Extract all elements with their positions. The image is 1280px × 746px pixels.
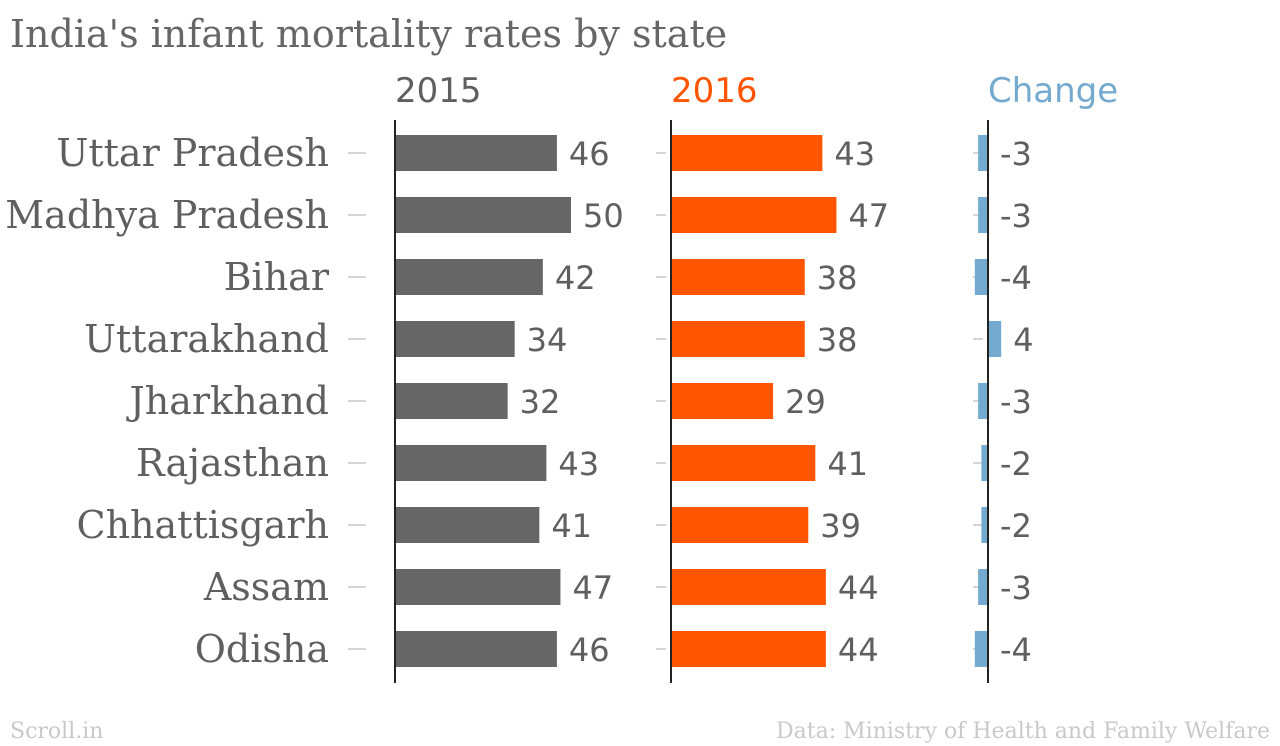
value-label: -4 bbox=[1000, 631, 1032, 669]
bar-change bbox=[974, 631, 988, 667]
value-label: -3 bbox=[1000, 197, 1032, 235]
value-label: 47 bbox=[848, 197, 889, 235]
value-label: 41 bbox=[551, 507, 592, 545]
bar-2015 bbox=[395, 197, 571, 233]
value-label: 44 bbox=[838, 569, 879, 607]
panel-2015: 46 50 42 34 32 43 41 47 46 bbox=[394, 120, 624, 683]
value-label: 41 bbox=[827, 445, 868, 483]
value-label: 46 bbox=[569, 631, 610, 669]
bar-change bbox=[981, 445, 988, 481]
bar-2015 bbox=[395, 507, 540, 543]
bar-2015 bbox=[395, 321, 515, 357]
value-label: 43 bbox=[558, 445, 599, 483]
bar-2016 bbox=[671, 135, 823, 171]
bar-2016 bbox=[671, 197, 837, 233]
bar-change bbox=[978, 569, 988, 605]
bar-2016 bbox=[671, 383, 774, 419]
bar-2015 bbox=[395, 383, 508, 419]
source-credit: Scroll.in bbox=[10, 719, 103, 744]
value-label: 46 bbox=[569, 135, 610, 173]
bar-2015 bbox=[395, 445, 547, 481]
value-label: 44 bbox=[838, 631, 879, 669]
chart-title: India's infant mortality rates by state bbox=[10, 12, 727, 56]
value-label: 34 bbox=[527, 321, 568, 359]
bar-2016 bbox=[671, 445, 816, 481]
bar-2015 bbox=[395, 259, 543, 295]
bar-2015 bbox=[395, 135, 557, 171]
column-headers: 2015 2016 Change bbox=[395, 71, 1118, 111]
column-header-change: Change bbox=[988, 71, 1118, 111]
value-label: 38 bbox=[817, 259, 858, 297]
bar-change bbox=[981, 507, 988, 543]
bar-2016 bbox=[671, 321, 805, 357]
bar-2016 bbox=[671, 507, 809, 543]
category-label: Bihar bbox=[224, 255, 330, 299]
category-label: Chhattisgarh bbox=[77, 503, 330, 547]
column-header-2016: 2016 bbox=[671, 71, 758, 111]
bar-2016 bbox=[671, 259, 805, 295]
value-label: 50 bbox=[583, 197, 624, 235]
value-label: -2 bbox=[1000, 507, 1032, 545]
bar-change bbox=[978, 135, 988, 171]
bar-change bbox=[978, 197, 988, 233]
bar-change bbox=[978, 383, 988, 419]
category-labels: Uttar Pradesh Madhya Pradesh Bihar Uttarakh… bbox=[5, 131, 366, 671]
bar-2016 bbox=[671, 569, 826, 605]
value-label: 29 bbox=[785, 383, 826, 421]
category-label: Odisha bbox=[195, 627, 329, 671]
data-source: Data: Ministry of Health and Family Welf… bbox=[776, 719, 1270, 744]
category-label: Jharkhand bbox=[126, 379, 329, 423]
value-label: -2 bbox=[1000, 445, 1032, 483]
bar-2016 bbox=[671, 631, 826, 667]
value-label: -3 bbox=[1000, 135, 1032, 173]
panel-change: -3 -3 -4 4 -3 -2 -2 -3 -4 bbox=[973, 120, 1034, 683]
bar-change bbox=[988, 321, 1002, 357]
bar-change bbox=[974, 259, 988, 295]
bar-2015 bbox=[395, 569, 561, 605]
column-header-2015: 2015 bbox=[395, 71, 482, 111]
bar-2015 bbox=[395, 631, 557, 667]
value-label: -3 bbox=[1000, 569, 1032, 607]
category-label: Assam bbox=[203, 565, 329, 609]
value-label: 42 bbox=[555, 259, 596, 297]
category-label: Madhya Pradesh bbox=[5, 193, 329, 237]
category-label: Rajasthan bbox=[136, 441, 329, 485]
value-label: 4 bbox=[1013, 321, 1033, 359]
category-label: Uttar Pradesh bbox=[56, 131, 329, 175]
value-label: 39 bbox=[820, 507, 861, 545]
value-label: 38 bbox=[817, 321, 858, 359]
category-label: Uttarakhand bbox=[84, 317, 329, 361]
value-label: -4 bbox=[1000, 259, 1032, 297]
value-label: 32 bbox=[520, 383, 561, 421]
value-label: -3 bbox=[1000, 383, 1032, 421]
value-label: 43 bbox=[834, 135, 875, 173]
value-label: 47 bbox=[572, 569, 613, 607]
